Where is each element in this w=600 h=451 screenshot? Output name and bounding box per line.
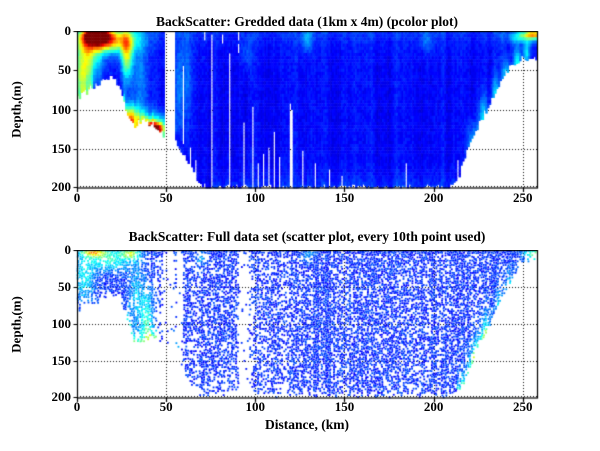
x-tick-label: 200 <box>423 399 444 414</box>
x-tick-label: 100 <box>245 399 266 414</box>
x-tick-label: 250 <box>512 190 533 205</box>
y-tick-label: 0 <box>64 23 72 38</box>
y-tick-label: 100 <box>51 316 72 331</box>
x-tick-label: 250 <box>512 399 533 414</box>
y-tick-label: 200 <box>51 179 72 194</box>
x-tick-label: 200 <box>423 190 444 205</box>
y-tick-label: 200 <box>51 389 72 404</box>
pcolor-y-axis-label: Depth,(m) <box>8 81 24 138</box>
x-tick-label: 0 <box>73 190 81 205</box>
pcolor-plot-title: BackScatter: Gredded data (1km x 4m) (pc… <box>155 14 459 29</box>
y-tick-label: 0 <box>64 242 72 257</box>
x-axis-label: Distance, (km) <box>265 417 349 432</box>
x-tick-label: 100 <box>245 190 266 205</box>
scatter-plot-title: BackScatter: Full data set (scatter plot… <box>128 229 486 244</box>
pcolor-plot-canvas <box>71 31 539 195</box>
y-tick-label: 150 <box>51 353 72 368</box>
scatter-plot-canvas <box>71 250 539 405</box>
x-tick-label: 0 <box>73 399 81 414</box>
y-tick-label: 50 <box>58 62 71 78</box>
x-tick-label: 50 <box>159 399 173 414</box>
x-tick-label: 50 <box>159 190 173 205</box>
y-tick-label: 150 <box>51 140 72 156</box>
scatter-y-axis-label: Depth,(m) <box>8 296 24 353</box>
x-tick-label: 150 <box>334 190 355 205</box>
y-tick-label: 100 <box>51 101 72 117</box>
y-tick-label: 50 <box>58 279 71 294</box>
x-tick-label: 150 <box>334 399 355 414</box>
